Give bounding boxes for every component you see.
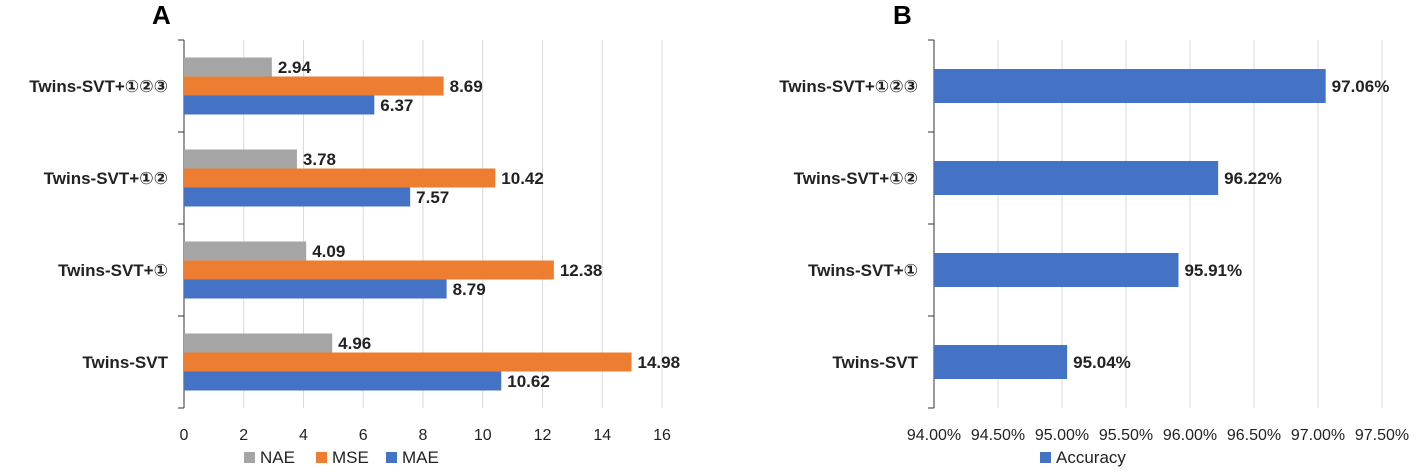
data-label: 4.96 [338,334,371,353]
bar-nae [184,241,307,261]
data-label: 10.42 [501,169,544,188]
chart-panel-b: B 94.00% 94.50% 95.00% 95.50% 96.00% 96.50% 97.… [779,0,1409,467]
data-label: 8.69 [450,77,483,96]
bar-accuracy [934,253,1179,287]
x-tick-label: 2 [239,427,248,444]
x-tick-label: 96.50% [1227,427,1281,444]
x-tick-label: 97.50% [1355,427,1409,444]
x-tick-label: 96.00% [1163,427,1217,444]
bar-accuracy [934,161,1219,195]
category-label: Twins-SVT [832,353,918,372]
legend-label: Accuracy [1056,448,1126,467]
data-label: 6.37 [380,96,413,115]
bar-mae [184,187,411,207]
x-tick-label: 97.00% [1291,427,1345,444]
x-tick-label: 14 [593,427,611,444]
x-tick-label: 8 [419,427,428,444]
data-label: 10.62 [507,372,550,391]
data-label: 97.06% [1332,77,1390,96]
chart-panel-a: A 0 2 4 6 8 10 12 14 16 Twins-SVT+①②③ 2.94 8.69 6.37 T… [29,0,680,467]
category-label: Twins-SVT+① [58,261,168,280]
data-label: 95.91% [1184,261,1242,280]
data-label: 7.57 [416,188,449,207]
category-label: Twins-SVT+①② [794,169,918,188]
x-tick-label: 12 [534,427,552,444]
bar-mse [184,76,444,96]
bar-mse [184,168,496,188]
data-label: 4.09 [312,242,345,261]
panel-label: A [152,0,171,30]
bar-nae [184,57,272,77]
x-tick-label: 94.50% [971,427,1025,444]
legend-label: MSE [332,448,369,467]
x-tick-label: 16 [653,427,671,444]
category-label: Twins-SVT+①②③ [29,77,168,96]
data-label: 12.38 [560,261,603,280]
data-label: 8.79 [453,280,486,299]
category-label: Twins-SVT+①②③ [779,77,918,96]
legend-swatch-accuracy [1040,452,1051,463]
data-label: 2.94 [278,58,312,77]
category-label: Twins-SVT [82,353,168,372]
panel-label: B [893,0,912,30]
bar-mse [184,352,632,372]
legend-label: NAE [260,448,295,467]
category-label: Twins-SVT+①② [44,169,168,188]
data-label: 96.22% [1224,169,1282,188]
bar-mae [184,279,447,299]
bar-accuracy [934,345,1068,379]
data-label: 95.04% [1073,353,1131,372]
legend-label: MAE [402,448,439,467]
bar-mae [184,371,502,391]
legend-swatch-mse [316,452,327,463]
data-label: 14.98 [638,353,681,372]
x-tick-label: 0 [180,427,189,444]
bar-mae [184,95,375,115]
legend-swatch-nae [244,452,255,463]
x-tick-label: 94.00% [907,427,961,444]
x-tick-label: 10 [474,427,492,444]
bar-accuracy [934,69,1326,103]
data-label: 3.78 [303,150,336,169]
x-tick-label: 95.50% [1099,427,1153,444]
category-label: Twins-SVT+① [808,261,918,280]
bar-nae [184,149,297,169]
bar-mse [184,260,554,280]
bar-nae [184,333,333,353]
legend-swatch-mae [386,452,397,463]
x-tick-label: 6 [359,427,368,444]
x-tick-label: 95.00% [1035,427,1089,444]
x-tick-label: 4 [299,427,308,444]
